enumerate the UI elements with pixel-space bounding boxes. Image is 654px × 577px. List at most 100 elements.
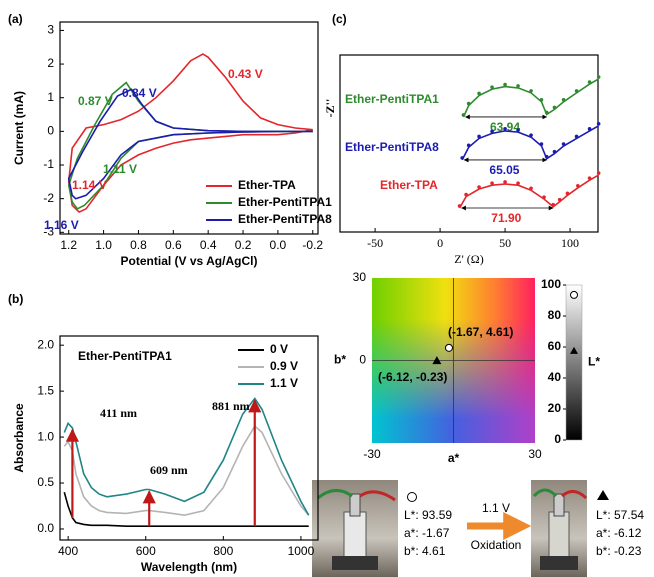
series-line: [462, 78, 599, 118]
before-a: a*: -1.67: [404, 526, 450, 540]
data-point: [516, 181, 520, 186]
x-tick-label: 0: [437, 236, 443, 250]
y-tick-label: -3: [43, 224, 54, 238]
y-tick-label: 2: [47, 56, 54, 70]
data-point: [503, 127, 507, 131]
series-line: [67, 88, 313, 200]
x-axis-label: Wavelength (nm): [141, 560, 237, 574]
panel-label: (c): [332, 12, 347, 26]
x-tick-label: 400: [58, 544, 78, 558]
data-point: [596, 75, 601, 79]
data-point: [587, 127, 592, 131]
data-point: [561, 142, 566, 146]
y-tick-label: 60: [548, 339, 562, 353]
annotation: 0.43 V: [228, 67, 263, 81]
data-point: [552, 105, 557, 110]
before-L: L*: 93.59: [404, 508, 452, 522]
series-label: Ether-PentiTPA8: [345, 140, 439, 154]
data-point: [576, 183, 580, 188]
annotation: 0.84 V: [122, 86, 157, 100]
after-a: a*: -6.12: [596, 526, 642, 540]
chart-title: Ether-PentiTPA1: [78, 349, 172, 363]
x-tick-label: 1000: [288, 544, 315, 558]
peak-label: 609 nm: [150, 463, 188, 477]
data-point: [557, 197, 562, 202]
x-tick-label: 1.0: [95, 238, 112, 252]
y-tick-label: 100: [541, 277, 561, 291]
photo-after: [531, 480, 588, 577]
data-point: [516, 128, 520, 132]
x-tick-label: 0.2: [235, 238, 252, 252]
annotation: 1.11 V: [103, 162, 137, 176]
y-tick-label: 20: [548, 401, 562, 415]
peak-label: 411 nm: [100, 406, 137, 420]
y-axis-label: b*: [334, 353, 346, 367]
x-tick-label: 0.4: [200, 238, 217, 252]
y-tick-label: -1: [43, 157, 54, 171]
y-tick-label: 80: [548, 308, 562, 322]
data-point: [587, 176, 592, 180]
x-tick-label: 100: [561, 236, 579, 250]
data-point: [574, 134, 579, 139]
lightness-bar: [565, 284, 583, 441]
x-tick-label: -30: [363, 447, 381, 461]
y-tick-label: 0: [359, 353, 366, 367]
data-point: [565, 191, 570, 196]
x-axis-label: Potential (V vs Ag/AgCl): [121, 254, 258, 268]
data-point: [596, 122, 601, 126]
x-tick-label: 0.0: [270, 238, 287, 252]
x-tick-label: -50: [367, 236, 383, 250]
legend-label: Ether-TPA: [238, 178, 296, 192]
arrow-process: Oxidation: [471, 538, 522, 552]
lightness-marker: [570, 290, 578, 299]
legend-label: Ether-PentiTPA8: [238, 212, 332, 226]
point-label: (-6.12, -0.23): [378, 370, 447, 384]
y-tick-label: 0.0: [37, 521, 54, 535]
legend-label: 1.1 V: [270, 376, 298, 390]
data-point: [503, 82, 507, 87]
after-b: b*: -0.23: [596, 544, 642, 558]
x-tick-label: 30: [528, 447, 542, 461]
legend-label: 0 V: [270, 342, 288, 356]
y-tick-label: -2: [43, 191, 54, 205]
series-line: [461, 125, 599, 161]
annotation: 0.87 V: [78, 94, 113, 108]
data-point: [574, 89, 579, 93]
x-tick-label: 0.8: [130, 238, 147, 252]
diameter-label: 71.90: [491, 211, 521, 225]
data-point: [490, 181, 494, 186]
data-point: [529, 133, 533, 137]
legend-label: Ether-PentiTPA1: [238, 195, 332, 209]
y-tick-label: 0: [554, 432, 561, 446]
y-axis-label: Absorbance: [12, 403, 26, 473]
x-tick-label: 1.2: [60, 238, 77, 252]
y-axis-label: L*: [588, 355, 600, 369]
y-tick-label: 2.0: [37, 337, 54, 351]
y-tick-label: 0: [47, 124, 54, 138]
point: [432, 356, 442, 365]
series-line: [63, 491, 309, 527]
data-point: [587, 80, 592, 84]
x-tick-label: 0.6: [165, 238, 182, 252]
peak-label: 881 nm: [212, 399, 250, 413]
data-point: [461, 113, 466, 117]
data-point: [529, 89, 533, 93]
point: [444, 343, 453, 352]
data-point: [457, 204, 462, 208]
data-point: [477, 91, 481, 96]
plot-frame: [59, 335, 319, 541]
after-L: L*: 57.54: [596, 508, 644, 522]
plot-frame: [339, 54, 599, 233]
photo-before: [312, 480, 398, 577]
plot-frame: [59, 21, 319, 235]
data-point: [477, 185, 481, 189]
annotation: 1.14 V: [72, 178, 107, 192]
panel-label: (a): [8, 12, 23, 26]
y-axis-label: Current (mA): [12, 91, 26, 165]
y-tick-label: 1: [47, 90, 54, 104]
arrow-potential: 1.1 V: [482, 501, 510, 515]
y-axis-label: -Z'': [323, 99, 337, 118]
diameter-label: 65.05: [489, 163, 519, 177]
